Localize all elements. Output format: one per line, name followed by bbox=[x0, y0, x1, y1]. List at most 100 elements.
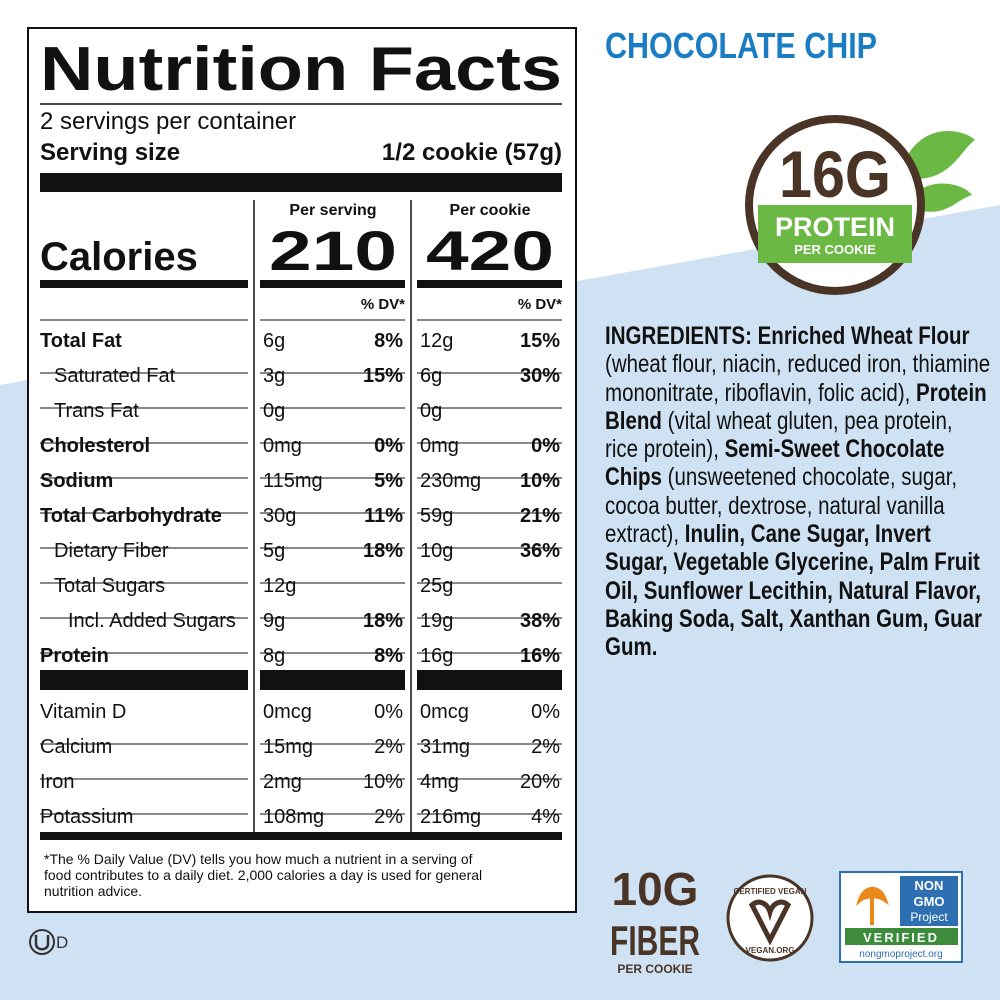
thick-rule bbox=[260, 280, 405, 288]
daily-value: 15% bbox=[363, 365, 403, 387]
daily-value: 20% bbox=[520, 771, 560, 793]
nutrient-name: Total Sugars bbox=[54, 575, 165, 597]
nutrient-name: Dietary Fiber bbox=[54, 540, 169, 562]
nutrient-name: Total Fat bbox=[40, 330, 122, 352]
flavor: CHOCOLATE CHIP bbox=[605, 25, 877, 66]
nongmo-verified-bar bbox=[845, 928, 958, 945]
daily-value: 30% bbox=[520, 365, 560, 387]
daily-value: 18% bbox=[363, 540, 403, 562]
nutrient-name: Iron bbox=[40, 771, 74, 793]
amount: 0mg bbox=[263, 435, 302, 457]
ingredient-text: Semi-Sweet Chocolate Chips bbox=[605, 435, 945, 492]
amount: 59g bbox=[420, 505, 453, 527]
nongmo-verified: VERIFIED bbox=[863, 930, 939, 945]
amount: 6g bbox=[263, 330, 285, 352]
daily-value: 2% bbox=[531, 736, 560, 758]
thick-rule bbox=[40, 670, 248, 690]
label-title: Nutrition Facts bbox=[40, 35, 562, 104]
amount: 0g bbox=[263, 400, 285, 422]
amount: 0mg bbox=[420, 435, 459, 457]
ingredient-text: Inulin, Cane Sugar, Invert Sugar, Vegeta… bbox=[605, 520, 983, 662]
nutrient-name: Calcium bbox=[40, 736, 112, 758]
amount: 115mg bbox=[263, 470, 323, 492]
daily-value: 15% bbox=[520, 330, 560, 352]
amount: 5g bbox=[263, 540, 285, 562]
ingredient-text: (unsweetened chocolate, sugar, cocoa but… bbox=[605, 463, 958, 549]
amount: 12g bbox=[263, 575, 296, 597]
calories-label: Calories bbox=[40, 235, 198, 279]
leaf bbox=[905, 131, 975, 179]
daily-value: 0% bbox=[374, 701, 403, 723]
amount: 0mcg bbox=[420, 701, 469, 723]
ingredient-text: Protein Blend bbox=[605, 378, 987, 435]
nongmo-line2: GMO bbox=[913, 894, 944, 909]
nutrient-name: Sodium bbox=[40, 470, 113, 492]
amount: 8g bbox=[263, 645, 285, 667]
dv-header: % DV* bbox=[518, 296, 562, 313]
amount: 2mg bbox=[263, 771, 302, 793]
daily-value: 5% bbox=[374, 470, 403, 492]
nutrient-name: Protein bbox=[40, 645, 109, 667]
daily-value: 4% bbox=[531, 806, 560, 828]
kosher-letter: D bbox=[56, 933, 68, 952]
daily-value: 8% bbox=[374, 645, 403, 667]
column-header: Per cookie bbox=[450, 202, 531, 219]
thick-rule bbox=[40, 832, 562, 840]
serving-size: 1/2 cookie (57g) bbox=[382, 139, 562, 166]
leaf bbox=[912, 183, 972, 212]
daily-value: 0% bbox=[374, 435, 403, 457]
nutrient-name: Vitamin D bbox=[40, 701, 126, 723]
ingredient-text: (vital wheat gluten, pea protein, rice p… bbox=[605, 406, 953, 464]
protein-sub: PER COOKIE bbox=[794, 242, 876, 257]
amount: 216mg bbox=[420, 806, 481, 828]
ingredients: INGREDIENTS: Enriched Wheat Flour (wheat… bbox=[605, 322, 990, 662]
column-header: Per serving bbox=[289, 202, 376, 219]
daily-value: 38% bbox=[520, 610, 560, 632]
nutrient-name: Saturated Fat bbox=[54, 365, 176, 387]
calories-value: 420 bbox=[426, 219, 554, 282]
daily-value: 0% bbox=[531, 435, 560, 457]
daily-value: 11% bbox=[364, 505, 403, 527]
daily-value: 8% bbox=[374, 330, 403, 352]
nongmo-line3: Project bbox=[910, 910, 948, 924]
amount: 10g bbox=[420, 540, 453, 562]
amount: 230mg bbox=[420, 470, 481, 492]
servings: 2 servings per container bbox=[40, 108, 296, 135]
amount: 6g bbox=[420, 365, 442, 387]
kosher-u bbox=[34, 935, 50, 951]
amount: 3g bbox=[263, 365, 285, 387]
ingredient-text: INGREDIENTS: Enriched Wheat Flour bbox=[605, 322, 970, 350]
nutrient-name: Cholesterol bbox=[40, 435, 150, 457]
protein-label: PROTEIN bbox=[775, 212, 895, 242]
daily-value: 21% bbox=[520, 505, 560, 527]
footnote: food contributes to a daily diet. 2,000 … bbox=[44, 867, 482, 883]
nongmo-butterfly bbox=[855, 886, 889, 925]
footnote: nutrition advice. bbox=[44, 883, 142, 899]
daily-value: 18% bbox=[363, 610, 403, 632]
thick-rule bbox=[417, 280, 562, 288]
daily-value: 16% bbox=[520, 645, 560, 667]
fiber-label: FIBER bbox=[610, 917, 700, 964]
protein-amount: 16G bbox=[779, 137, 891, 211]
nutrient-name: Total Carbohydrate bbox=[40, 505, 222, 527]
protein-banner bbox=[758, 205, 912, 263]
nutrient-name: Trans Fat bbox=[54, 400, 139, 422]
daily-value: 0% bbox=[531, 701, 560, 723]
vegan-bottom: VEGAN.ORG bbox=[746, 946, 795, 955]
fiber-sub: PER COOKIE bbox=[617, 962, 692, 976]
ingredient-text: (wheat flour, niacin, reduced iron, thia… bbox=[605, 350, 991, 407]
amount: 30g bbox=[263, 505, 296, 527]
amount: 0g bbox=[420, 400, 442, 422]
amount: 31mg bbox=[420, 736, 470, 758]
nongmo-line1: NON bbox=[915, 878, 944, 893]
amount: 19g bbox=[420, 610, 453, 632]
amount: 16g bbox=[420, 645, 453, 667]
amount: 4mg bbox=[420, 771, 459, 793]
daily-value: 2% bbox=[374, 736, 403, 758]
vegan-heart bbox=[748, 899, 792, 946]
calories-value: 210 bbox=[269, 219, 397, 282]
nutrient-name: Potassium bbox=[40, 806, 133, 828]
amount: 9g bbox=[263, 610, 285, 632]
